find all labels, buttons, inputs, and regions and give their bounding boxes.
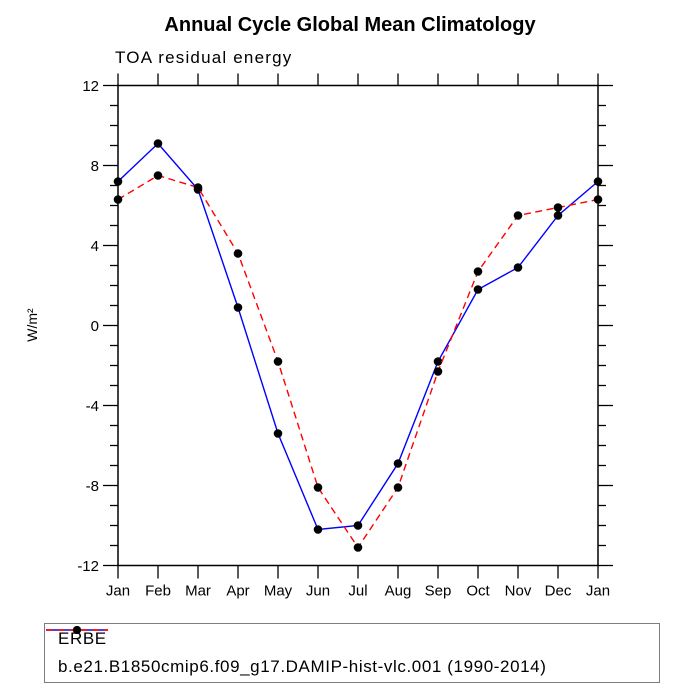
series-line-1: [117, 174, 599, 549]
y-tick-label: 12: [82, 78, 99, 95]
y-tick-label: -4: [86, 398, 99, 415]
chart-subtitle: TOA residual energy: [115, 48, 293, 67]
y-tick-label: 8: [91, 158, 99, 175]
x-tick-label: Dec: [545, 583, 572, 600]
x-tick-label: Jul: [348, 583, 367, 600]
data-point-marker: [433, 357, 443, 366]
legend: ERBE b.e21.B1850cmip6.f09_g17.DAMIP-hist…: [44, 623, 660, 683]
data-point-marker: [473, 267, 483, 276]
data-point-marker: [473, 285, 483, 294]
legend-label-model: b.e21.B1850cmip6.f09_g17.DAMIP-hist-vlc.…: [58, 657, 547, 676]
x-tick-label: Apr: [226, 583, 249, 600]
data-point-marker: [233, 249, 243, 258]
legend-row-erbe: ERBE: [45, 626, 659, 651]
legend-line-sample-dashed: [46, 626, 108, 634]
x-tick-label: Jun: [306, 583, 330, 600]
data-point-marker: [153, 139, 163, 148]
data-point-marker: [593, 177, 603, 186]
data-point-marker: [353, 521, 363, 530]
x-tick-label: Sep: [425, 583, 452, 600]
legend-marker-dot: [73, 626, 81, 634]
plot-frame: [117, 84, 599, 567]
data-point-marker: [553, 203, 563, 212]
data-point-marker: [313, 483, 323, 492]
x-tick-label: Mar: [185, 583, 211, 600]
data-point-marker: [273, 357, 283, 366]
x-tick-label: Jan: [106, 583, 130, 600]
x-tick-label: Feb: [145, 583, 171, 600]
y-tick-label: -8: [86, 478, 99, 495]
data-point-marker: [593, 195, 603, 204]
y-tick-label: -12: [77, 558, 99, 575]
data-point-marker: [113, 177, 123, 186]
data-point-marker: [153, 171, 163, 180]
data-point-marker: [313, 525, 323, 534]
data-point-marker: [353, 543, 363, 552]
data-point-marker: [393, 459, 403, 468]
x-tick-label: May: [264, 583, 293, 600]
x-tick-label: Aug: [385, 583, 412, 600]
y-tick-label: 0: [91, 318, 99, 335]
page-title: Annual Cycle Global Mean Climatology: [164, 14, 536, 36]
data-point-marker: [433, 367, 443, 376]
data-point-marker: [513, 263, 523, 272]
y-tick-label: 4: [91, 238, 99, 255]
data-point-marker: [113, 195, 123, 204]
legend-label-erbe: ERBE: [58, 629, 107, 648]
data-point-marker: [553, 211, 563, 220]
legend-row-model: b.e21.B1850cmip6.f09_g17.DAMIP-hist-vlc.…: [45, 626, 659, 679]
data-point-marker: [513, 211, 523, 220]
x-tick-label: Jan: [586, 583, 610, 600]
data-point-marker: [393, 483, 403, 492]
x-tick-label: Nov: [505, 583, 532, 600]
data-point-marker: [233, 303, 243, 312]
x-tick-label: Oct: [466, 583, 490, 600]
data-point-marker: [193, 183, 203, 192]
data-point-marker: [273, 429, 283, 438]
series-line-0: [117, 142, 599, 531]
